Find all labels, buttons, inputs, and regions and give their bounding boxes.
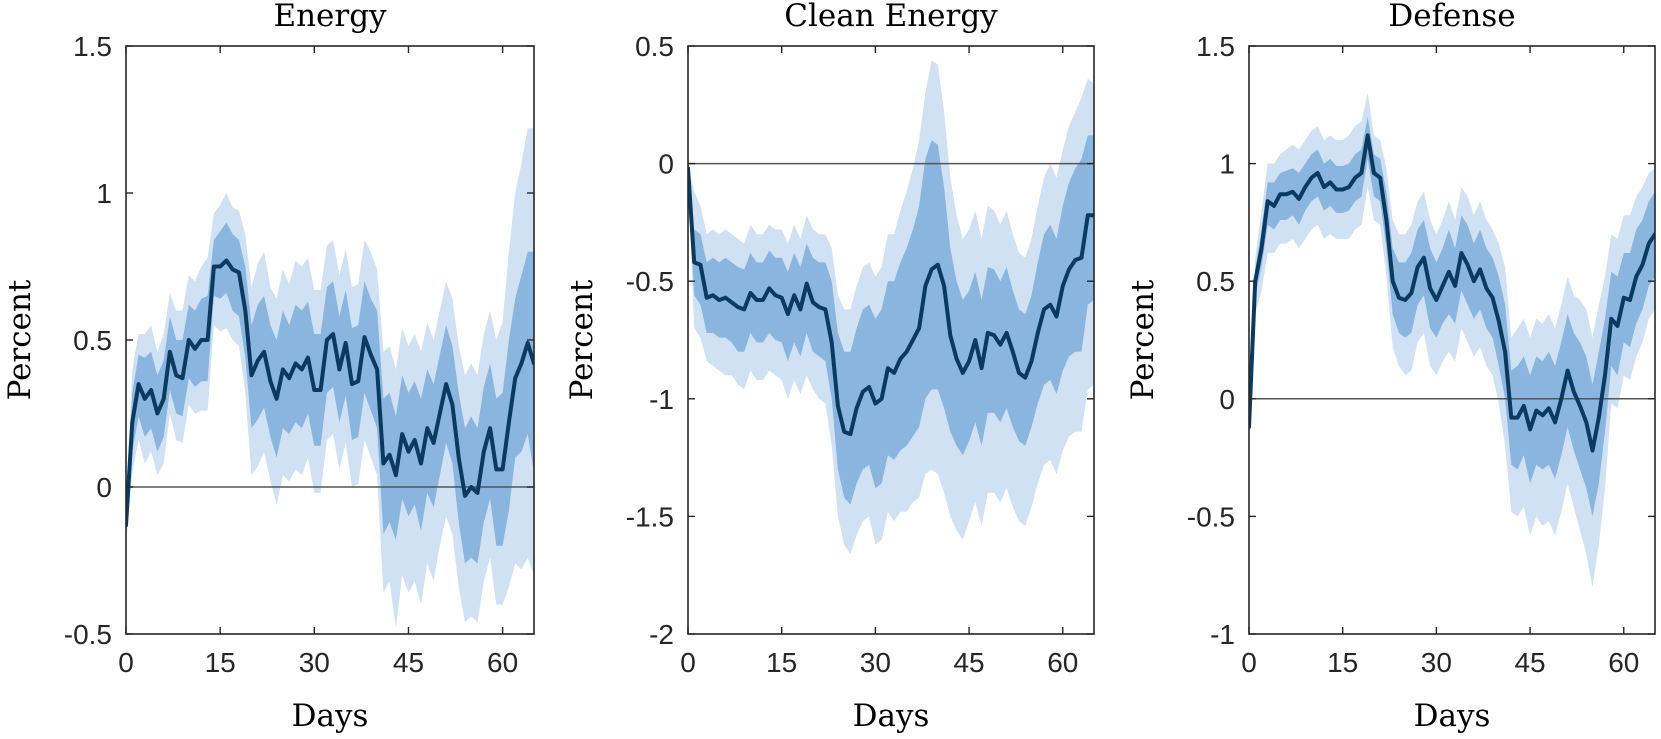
median-line [1249, 133, 1655, 453]
x-tick-label: 15 [766, 647, 797, 678]
y-tick-label: -0.5 [64, 619, 112, 650]
y-tick-label: 0.5 [635, 31, 674, 62]
median-line [688, 166, 1094, 437]
y-tick-label: -1 [649, 384, 674, 415]
y-tick-label: -2 [649, 619, 674, 650]
chart-title: Energy [273, 0, 387, 34]
chart-title: Clean Energy [784, 0, 998, 34]
axes-box [1248, 45, 1656, 635]
x-tick-label: 60 [1047, 647, 1078, 678]
plot-area [1249, 93, 1655, 587]
inner-confidence-band [688, 135, 1094, 505]
y-tick-label: 0.5 [73, 325, 112, 356]
inner-confidence-band [126, 222, 534, 564]
y-tick-label: 0.5 [1196, 266, 1235, 297]
x-tick-label: 30 [860, 647, 891, 678]
x-axis-label: Days [292, 698, 369, 734]
x-tick-label: 15 [1327, 647, 1358, 678]
x-tick-label: 30 [1421, 647, 1452, 678]
chart-title: Defense [1388, 0, 1515, 34]
x-tick-label: 0 [680, 647, 696, 678]
y-tick-label: -0.5 [626, 266, 674, 297]
y-tick-label: 0 [96, 472, 112, 503]
x-tick-label: 60 [487, 647, 518, 678]
x-axis-label: Days [853, 698, 930, 734]
y-tick-label: -1 [1210, 619, 1235, 650]
x-tick-label: 45 [1514, 647, 1545, 678]
y-tick-label: 0 [1219, 384, 1235, 415]
x-tick-label: 15 [205, 647, 236, 678]
y-tick-label: -0.5 [1187, 501, 1235, 532]
y-tick-label: 1 [1219, 149, 1235, 180]
plot-area [688, 60, 1094, 554]
plot-area [126, 128, 534, 629]
x-tick-label: 0 [118, 647, 134, 678]
x-tick-label: 60 [1608, 647, 1639, 678]
x-tick-label: 45 [953, 647, 984, 678]
y-tick-label: 1.5 [73, 31, 112, 62]
panel-clean-energy: 0 15 30 45 60 -2 -1.5 -1 -0.5 0 0.5 Clean Energy Day… [564, 0, 1095, 734]
y-axis-label: Percent [2, 279, 38, 400]
x-tick-label: 0 [1241, 647, 1257, 678]
y-tick-label: 0 [658, 149, 674, 180]
y-tick-label: -1.5 [626, 501, 674, 532]
axes-box [687, 45, 1095, 635]
y-tick-label: 1.5 [1196, 31, 1235, 62]
y-axis-label: Percent [1125, 279, 1161, 400]
x-axis-label: Days [1414, 698, 1491, 734]
y-axis-label: Percent [564, 279, 600, 400]
x-tick-label: 45 [393, 647, 424, 678]
x-tick-label: 30 [299, 647, 330, 678]
median-line [126, 258, 534, 528]
y-tick-label: 1 [96, 178, 112, 209]
panel-defense: 0 15 30 45 60 -1 -0.5 0 0.5 1 1.5 Defense Days Percen… [1125, 0, 1656, 734]
